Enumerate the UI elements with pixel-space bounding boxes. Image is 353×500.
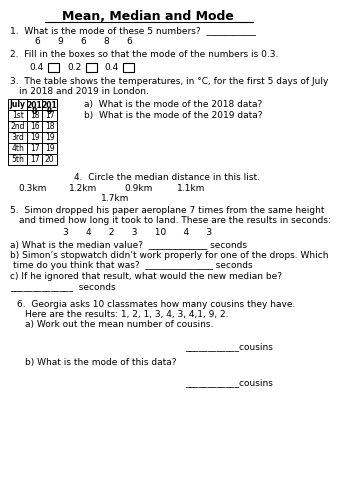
Bar xyxy=(27,154,42,165)
Text: 17: 17 xyxy=(30,155,40,164)
Bar xyxy=(42,99,57,110)
Text: 4th: 4th xyxy=(11,144,24,153)
Text: July: July xyxy=(10,100,26,109)
Text: 3rd: 3rd xyxy=(11,133,24,142)
Text: ____________cousins: ____________cousins xyxy=(186,342,273,351)
Text: 4.  Circle the median distance in this list.: 4. Circle the median distance in this li… xyxy=(74,173,260,182)
Text: c) If he ignored that result, what would the new median be?: c) If he ignored that result, what would… xyxy=(10,272,282,281)
Text: b) What is the mode of this data?: b) What is the mode of this data? xyxy=(25,358,177,367)
Text: 1.7km: 1.7km xyxy=(101,194,130,203)
Text: 2nd: 2nd xyxy=(11,122,25,131)
Text: 1.  What is the mode of these 5 numbers?  ___________: 1. What is the mode of these 5 numbers? … xyxy=(10,26,256,35)
Text: a) Work out the mean number of cousins.: a) Work out the mean number of cousins. xyxy=(25,320,214,329)
Text: and timed how long it took to land. These are the results in seconds:: and timed how long it took to land. Thes… xyxy=(19,216,330,225)
Text: 20: 20 xyxy=(45,155,55,164)
Text: a)  What is the mode of the 2018 data?: a) What is the mode of the 2018 data? xyxy=(84,100,263,109)
Text: ____________cousins: ____________cousins xyxy=(186,378,273,387)
Text: Here are the results: 1, 2, 1, 3, 4, 3, 4,1, 9, 2.: Here are the results: 1, 2, 1, 3, 4, 3, … xyxy=(25,310,229,319)
Bar xyxy=(42,121,57,132)
Text: 5.  Simon dropped his paper aeroplane 7 times from the same height: 5. Simon dropped his paper aeroplane 7 t… xyxy=(10,206,325,215)
Text: Mean, Median and Mode: Mean, Median and Mode xyxy=(62,10,234,23)
Text: in 2018 and 2019 in London.: in 2018 and 2019 in London. xyxy=(19,87,148,96)
Text: 19: 19 xyxy=(45,144,55,153)
Bar xyxy=(27,110,42,121)
Text: 1.2km: 1.2km xyxy=(69,184,97,193)
Text: 16: 16 xyxy=(30,122,40,131)
Bar xyxy=(27,121,42,132)
Text: ______________  seconds: ______________ seconds xyxy=(10,282,116,291)
Text: a) What is the median value?  _____________ seconds: a) What is the median value? ___________… xyxy=(10,240,247,249)
Text: 0.4: 0.4 xyxy=(30,63,44,72)
Text: b)  What is the mode of the 2019 data?: b) What is the mode of the 2019 data? xyxy=(84,111,263,120)
Bar xyxy=(8,121,27,132)
Text: 6      9      6      8      6: 6 9 6 8 6 xyxy=(35,37,133,46)
Bar xyxy=(123,63,134,72)
Text: 8: 8 xyxy=(32,106,37,116)
Bar xyxy=(8,110,27,121)
Text: time do you think that was?  _______________ seconds: time do you think that was? ____________… xyxy=(13,261,252,270)
Bar xyxy=(42,110,57,121)
Text: b) Simon’s stopwatch didn’t work properly for one of the drops. Which: b) Simon’s stopwatch didn’t work properl… xyxy=(10,251,329,260)
Bar xyxy=(42,132,57,143)
Bar xyxy=(27,143,42,154)
Bar xyxy=(86,63,97,72)
Bar xyxy=(42,143,57,154)
Text: 18: 18 xyxy=(30,111,39,120)
Text: 18: 18 xyxy=(45,122,54,131)
Bar xyxy=(8,132,27,143)
Text: 9: 9 xyxy=(47,106,52,116)
Text: 1.1km: 1.1km xyxy=(177,184,205,193)
Text: 3.  The table shows the temperatures, in °C, for the first 5 days of July: 3. The table shows the temperatures, in … xyxy=(10,77,329,86)
Text: 1st: 1st xyxy=(12,111,24,120)
Bar xyxy=(42,154,57,165)
Text: 2.  Fill in the boxes so that the mode of the numbers is 0.3.: 2. Fill in the boxes so that the mode of… xyxy=(10,50,279,59)
Bar xyxy=(27,99,42,110)
Bar xyxy=(8,143,27,154)
Text: 17: 17 xyxy=(45,111,55,120)
Text: 19: 19 xyxy=(30,133,40,142)
Bar xyxy=(8,154,27,165)
Bar xyxy=(48,63,59,72)
Text: 0.2: 0.2 xyxy=(67,63,82,72)
Text: 0.4: 0.4 xyxy=(104,63,119,72)
Bar xyxy=(27,132,42,143)
Text: 19: 19 xyxy=(45,133,55,142)
Text: 17: 17 xyxy=(30,144,40,153)
Text: 201: 201 xyxy=(27,101,42,110)
Text: 0.3km: 0.3km xyxy=(19,184,47,193)
Text: 5th: 5th xyxy=(11,155,24,164)
Text: 6.  Georgia asks 10 classmates how many cousins they have.: 6. Georgia asks 10 classmates how many c… xyxy=(17,300,295,309)
Bar xyxy=(8,99,27,110)
Text: 3      4      2      3      10      4      3: 3 4 2 3 10 4 3 xyxy=(63,228,213,237)
Text: 201: 201 xyxy=(42,101,58,110)
Text: 0.9km: 0.9km xyxy=(125,184,153,193)
